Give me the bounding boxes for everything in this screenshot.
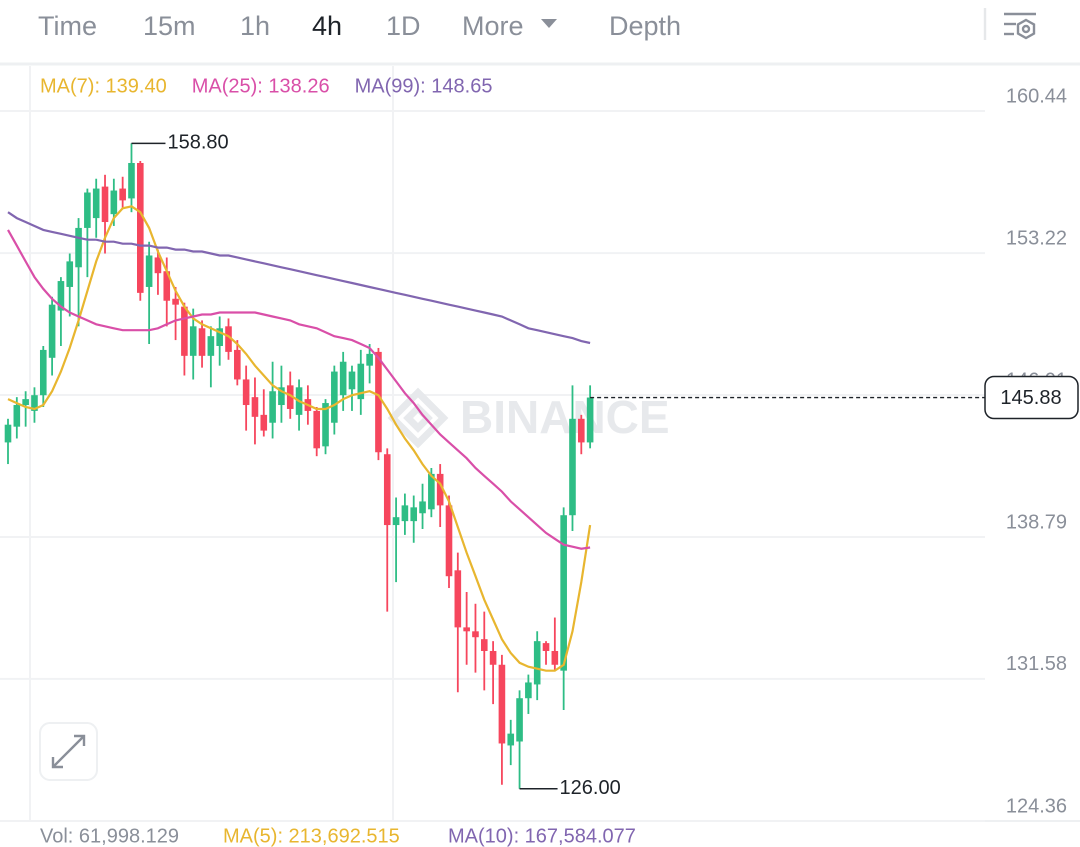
candle-body xyxy=(525,682,532,699)
y-tick-label: 153.22 xyxy=(1006,227,1067,249)
candle-body xyxy=(472,631,479,638)
tab[interactable]: 4h xyxy=(312,11,342,41)
candle-body xyxy=(84,192,91,228)
legend-entry: MA(7): 139.40 xyxy=(40,75,167,97)
candle-body xyxy=(322,403,329,447)
watermark: BINANCE xyxy=(460,391,670,443)
y-tick-label: 160.44 xyxy=(1006,85,1067,107)
candle-body xyxy=(181,306,188,356)
candle-body xyxy=(137,162,144,293)
candle-body xyxy=(454,570,462,628)
candle-body xyxy=(375,351,382,453)
watermark-logo xyxy=(387,387,449,449)
candle-body xyxy=(172,298,179,305)
candle-body xyxy=(366,353,373,366)
candle-body xyxy=(13,405,21,427)
candle-body xyxy=(383,454,391,526)
candle-body xyxy=(4,424,12,443)
candle-body xyxy=(66,261,74,287)
high-marker-label: 158.80 xyxy=(167,132,228,154)
ma-line xyxy=(7,229,591,550)
ma-line xyxy=(7,211,591,345)
y-tick-label: 124.36 xyxy=(1006,795,1067,817)
candle-body xyxy=(313,410,320,449)
candle-body xyxy=(569,418,576,516)
candle-body xyxy=(145,255,153,287)
candle-body xyxy=(445,505,453,577)
candle-body xyxy=(560,515,567,671)
candle-body xyxy=(101,186,109,223)
last-price-box xyxy=(984,375,1079,420)
y-tick-label: 138.79 xyxy=(1006,511,1067,533)
candle-body xyxy=(189,326,197,356)
candle-body xyxy=(31,395,38,411)
candle-body xyxy=(401,505,409,522)
tab[interactable]: 15m xyxy=(143,11,196,41)
candle-body xyxy=(348,371,356,390)
legend-entry: MA(25): 138.26 xyxy=(192,75,330,97)
candle-body xyxy=(392,517,400,526)
candle-body xyxy=(463,627,470,632)
candle-body xyxy=(154,257,162,274)
candle-body xyxy=(436,473,444,506)
last-price-label: 145.88 xyxy=(1000,387,1061,409)
candle-body xyxy=(216,328,223,346)
expand-button[interactable] xyxy=(39,722,98,781)
volume-ma5: MA(5): 213,692.515 xyxy=(223,825,400,847)
candle-body xyxy=(198,328,206,356)
candle-body xyxy=(533,641,541,685)
dropdown-caret xyxy=(541,19,557,28)
candle-body xyxy=(110,190,118,215)
candle-body xyxy=(278,387,285,406)
candle-body xyxy=(480,639,488,651)
tab[interactable]: Time xyxy=(38,11,97,41)
candle-body xyxy=(286,385,294,409)
candle-body xyxy=(542,643,550,651)
candle-body xyxy=(57,281,65,311)
candle-body xyxy=(225,326,232,352)
tab[interactable]: More xyxy=(462,11,524,41)
y-tick-label: 131.58 xyxy=(1006,653,1067,675)
candle-body xyxy=(516,698,523,742)
candle-body xyxy=(128,162,135,199)
candle-body xyxy=(410,507,418,522)
candle-body xyxy=(357,363,365,400)
candle-body xyxy=(331,371,338,423)
tab[interactable]: 1D xyxy=(386,11,421,41)
ma-line xyxy=(7,205,592,672)
candle-body xyxy=(489,650,497,665)
volume-ma10: MA(10): 167,584.077 xyxy=(448,825,636,847)
candle-body xyxy=(119,188,126,201)
candle-body xyxy=(269,391,276,423)
candle-body xyxy=(251,397,259,417)
candle-body xyxy=(428,473,435,510)
legend-entry: MA(99): 148.65 xyxy=(355,75,493,97)
candle-body xyxy=(578,418,585,443)
tab[interactable]: Depth xyxy=(609,11,681,41)
low-marker-label: 126.00 xyxy=(560,777,621,799)
candle-body xyxy=(207,336,215,356)
candle-body xyxy=(39,349,47,396)
candle-body xyxy=(498,664,506,744)
candle-body xyxy=(507,733,515,746)
candle-body xyxy=(242,379,250,406)
candle-body xyxy=(163,271,171,301)
settings-icon[interactable] xyxy=(983,8,1036,40)
candle-body xyxy=(75,227,82,268)
candle-body xyxy=(419,501,426,514)
candle-body xyxy=(339,361,347,396)
candle-body xyxy=(551,650,559,665)
candle-body xyxy=(260,414,268,431)
candle-body xyxy=(586,397,594,443)
candle-body xyxy=(234,349,241,380)
candle-body xyxy=(92,188,100,219)
candle-body xyxy=(48,304,56,358)
volume-label: Vol: 61,998.129 xyxy=(40,825,179,847)
tab[interactable]: 1h xyxy=(240,11,270,41)
candle-body xyxy=(22,399,29,406)
